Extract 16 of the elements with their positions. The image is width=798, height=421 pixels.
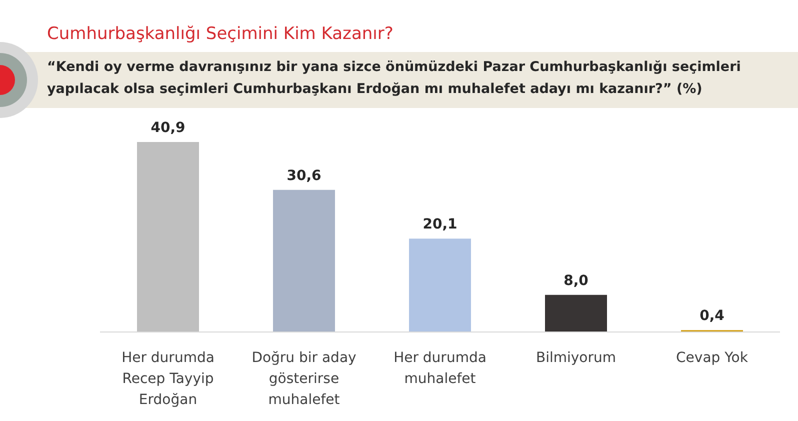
bar	[273, 190, 335, 332]
x-tick-label: Doğru bir aday gösterirse muhalefet	[252, 350, 356, 408]
bar	[409, 238, 471, 332]
chart-subtitle: “Kendi oy verme davranışınız bir yana sizce önümüzdeki Pazar Cumhurbaşkanlığı seçimleri yapılacak olsa seçimleri Cumhurbaşkanı Erdoğan mı muhalefet adayı mı kazanır?” (%)	[47, 58, 742, 99]
data-label: 0,4	[700, 308, 725, 324]
x-tick-label: Bilmiyorum	[536, 350, 616, 366]
bar	[137, 142, 199, 332]
x-tick-label: Cevap Yok	[676, 350, 749, 366]
data-label: 20,1	[422, 216, 458, 233]
data-label: 40,9	[150, 120, 186, 136]
data-label: 30,6	[286, 168, 322, 184]
data-label: 8,0	[564, 272, 589, 289]
x-tick-label: Her durumda Recep Tayyip Erdoğan	[122, 350, 214, 408]
bar	[545, 294, 607, 332]
chart-title: Cumhurbaşkanlığı Seçimini Kim Kazanır?	[47, 24, 394, 44]
x-tick-label: Her durumda muhalefet	[394, 350, 486, 387]
